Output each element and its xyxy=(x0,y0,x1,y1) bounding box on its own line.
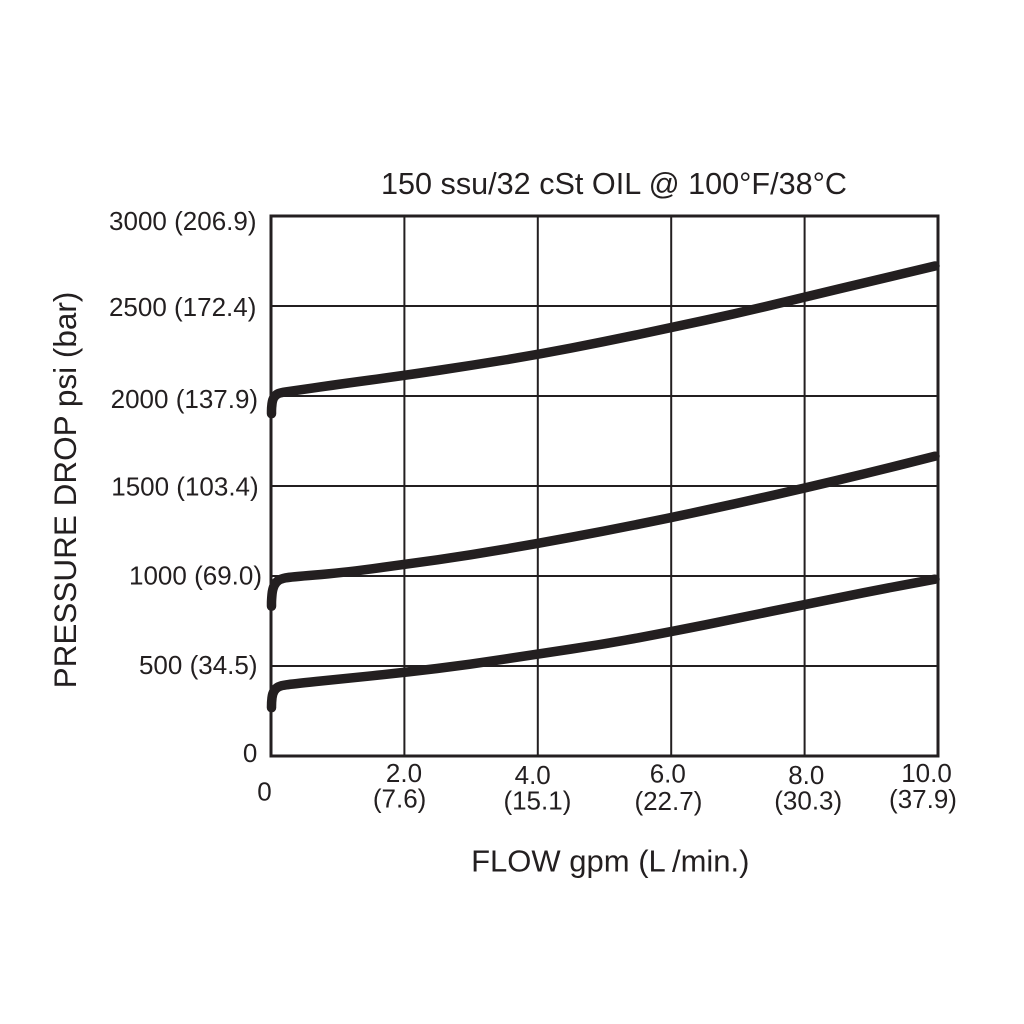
svg-text:1500 (103.4): 1500 (103.4) xyxy=(111,472,258,502)
svg-text:6.0: 6.0 xyxy=(650,759,686,789)
svg-text:0: 0 xyxy=(243,738,257,768)
svg-text:3000 (206.9): 3000 (206.9) xyxy=(109,206,256,236)
svg-text:150 ssu/32 cSt OIL @ 100°F/38°: 150 ssu/32 cSt OIL @ 100°F/38°C xyxy=(381,167,847,201)
svg-text:4.0: 4.0 xyxy=(515,760,551,790)
svg-text:(30.3): (30.3) xyxy=(774,785,842,815)
svg-text:8.0: 8.0 xyxy=(788,760,824,790)
svg-text:500 (34.5): 500 (34.5) xyxy=(139,650,258,680)
svg-text:PRESSURE DROP psi (bar): PRESSURE DROP psi (bar) xyxy=(47,292,83,689)
svg-text:0: 0 xyxy=(257,776,271,806)
svg-text:1000 (69.0): 1000 (69.0) xyxy=(129,560,262,590)
svg-text:2500 (172.4): 2500 (172.4) xyxy=(109,292,256,322)
svg-text:2.0: 2.0 xyxy=(386,758,422,788)
svg-text:(22.7): (22.7) xyxy=(634,786,702,816)
svg-text:(7.6): (7.6) xyxy=(373,783,426,813)
svg-text:2000 (137.9): 2000 (137.9) xyxy=(111,384,258,414)
svg-text:(15.1): (15.1) xyxy=(503,786,571,816)
svg-text:FLOW gpm (L /min.): FLOW gpm (L /min.) xyxy=(471,844,749,879)
svg-text:10.0: 10.0 xyxy=(901,758,952,788)
svg-text:(37.9): (37.9) xyxy=(889,784,957,814)
